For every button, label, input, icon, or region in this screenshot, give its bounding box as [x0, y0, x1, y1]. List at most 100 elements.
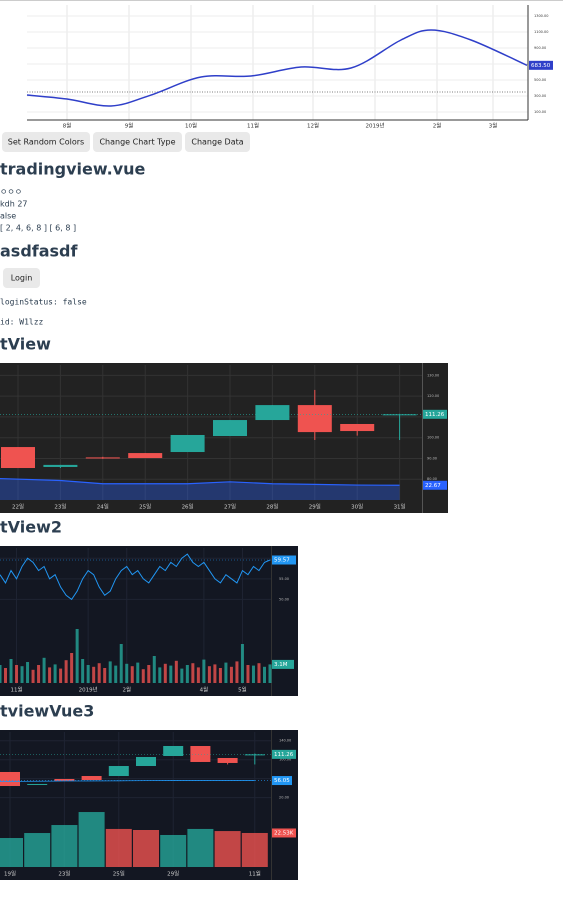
volume-bar [103, 668, 107, 683]
volume-bar [15, 665, 19, 683]
x-tick-label: 2019년 [365, 122, 384, 130]
y-tick-label: 50.00 [279, 597, 289, 601]
candle-body [170, 434, 205, 453]
heading: tviewVue3 [0, 702, 94, 721]
volume-bar [42, 657, 46, 683]
volume-bar [92, 666, 96, 683]
volume-bar [268, 664, 272, 683]
volume-bar [185, 665, 189, 683]
volume-bar [224, 662, 228, 683]
volume-bar [241, 832, 268, 867]
volume-bar [180, 668, 184, 683]
volume-bar [196, 667, 200, 683]
candle-body [297, 405, 332, 433]
x-tick-label: 10월 [185, 122, 197, 130]
x-tick-label: 3월 [489, 122, 498, 130]
volume-bar [81, 659, 85, 683]
volume-bar [0, 838, 23, 867]
candle-body [217, 757, 238, 763]
y-tick-label: 100.00 [534, 110, 546, 114]
price-badge-label: 22.53K [274, 830, 294, 836]
heading: asdfasdf [0, 242, 79, 261]
x-tick-label: 8월 [63, 122, 72, 130]
price-badge [272, 776, 292, 786]
button[interactable] [2, 132, 90, 152]
text-line: id: W1lzz [0, 318, 44, 327]
price-badge-label: 111.26 [274, 752, 294, 758]
volume-bar [141, 669, 145, 683]
volume-bar [160, 834, 187, 867]
x-tick-label: 2019년 [79, 686, 98, 694]
x-tick-label: 28일 [266, 503, 278, 511]
y-tick-label: 900.00 [534, 46, 546, 50]
button-label[interactable]: Change Data [191, 138, 243, 147]
volume-bar [240, 644, 244, 683]
volume-bar [191, 663, 195, 683]
candle-body [244, 754, 265, 756]
button-label[interactable]: Set Random Colors [8, 138, 84, 147]
x-tick-label: 11월 [10, 686, 22, 694]
volume-bar [246, 665, 250, 683]
price-badge-label: 3.1M [274, 662, 288, 668]
volume-bar [158, 667, 162, 683]
candle-body [255, 405, 290, 421]
volume-bar [136, 662, 140, 683]
volume-bar [214, 831, 241, 867]
x-tick-label: 5월 [238, 686, 247, 694]
x-tick-label: 12월 [307, 122, 319, 130]
x-tick-label: 29일 [309, 503, 321, 511]
volume-bar [207, 666, 211, 683]
candle-body [340, 423, 375, 432]
x-tick-label: 2월 [433, 122, 442, 130]
x-tick-label: 9월 [125, 122, 134, 130]
y-tick-label: 300.00 [534, 94, 546, 98]
volume-bar [229, 666, 233, 683]
volume-bar [4, 668, 8, 683]
y-tick-label: 55.00 [279, 577, 289, 581]
x-tick-label: 2월 [122, 686, 131, 694]
login-button-label[interactable]: Login [11, 274, 33, 283]
volume-line [0, 477, 400, 486]
x-tick-label: 11월 [247, 122, 259, 130]
y-tick-label: 130.00 [427, 373, 439, 377]
volume-bar [26, 662, 30, 683]
candle-body [163, 746, 184, 757]
x-tick-label: 22일 [12, 503, 24, 511]
button[interactable] [185, 132, 250, 152]
candle-body [128, 453, 163, 459]
y-tick-label: 1100.00 [534, 30, 548, 34]
y-tick-label: 100.00 [279, 758, 291, 762]
candle-body [108, 766, 129, 777]
y-tick-label: 140.00 [279, 739, 291, 743]
text-line: loginStatus: false [0, 298, 87, 307]
volume-bar [119, 644, 123, 683]
text-line: kdh 27 [0, 200, 28, 209]
volume-bar [24, 833, 51, 867]
price-badge-label: 56.05 [274, 778, 290, 784]
volume-bar [59, 668, 63, 683]
volume-bar [108, 661, 112, 683]
text-line: [ 2, 4, 6, 8 ] [ 6, 8 ] [0, 224, 76, 233]
heading: tView [0, 335, 51, 354]
y-tick-label: 20.00 [279, 796, 289, 800]
price-badge [272, 555, 296, 565]
button-label[interactable]: Change Chart Type [99, 138, 175, 147]
login-button[interactable] [3, 268, 40, 288]
price-badge [423, 409, 447, 419]
y-tick-label: 1300.00 [534, 14, 548, 18]
volume-bar [213, 664, 217, 683]
button[interactable] [93, 132, 182, 152]
volume-bar [20, 666, 24, 683]
candle-body [1, 447, 35, 469]
volume-bar [53, 664, 57, 683]
volume-bar [70, 653, 74, 683]
price-badge [272, 828, 296, 838]
x-tick-label: 4월 [200, 686, 209, 694]
volume-bar [133, 830, 159, 867]
volume-bar [202, 659, 206, 683]
volume-bar [251, 665, 255, 683]
candle-body [136, 757, 156, 767]
volume-bar [0, 665, 2, 683]
candle-body [43, 464, 78, 467]
